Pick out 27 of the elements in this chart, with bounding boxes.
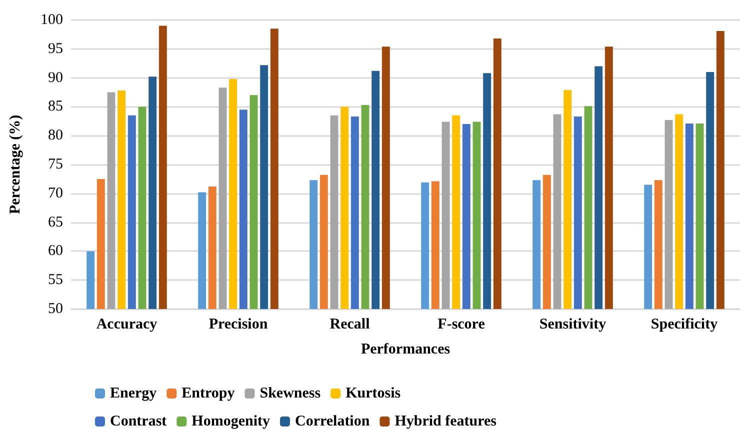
y-tick-label: 95 bbox=[48, 40, 63, 57]
y-tick-label: 55 bbox=[48, 272, 63, 288]
legend-label: Hybrid features bbox=[394, 414, 497, 430]
y-tick-label: 100 bbox=[40, 12, 63, 28]
y-axis-title: Percentage (%) bbox=[8, 114, 24, 214]
y-tick-label: 85 bbox=[48, 98, 63, 115]
legend-label: Contrast bbox=[110, 414, 167, 430]
y-tick-label: 60 bbox=[48, 243, 63, 260]
legend-label: Energy bbox=[110, 386, 158, 402]
x-tick-label: Accuracy bbox=[96, 316, 158, 332]
y-tick-label: 75 bbox=[48, 156, 63, 172]
legend-label: Homogenity bbox=[192, 414, 270, 430]
x-tick-label: F-score bbox=[438, 316, 486, 332]
legend-label: Correlation bbox=[294, 414, 370, 430]
x-tick-label: Precision bbox=[208, 316, 268, 332]
y-tick-label: 80 bbox=[48, 128, 63, 144]
x-tick-label: Recall bbox=[330, 316, 370, 332]
x-tick-label: Specificity bbox=[650, 316, 718, 332]
y-tick-label: 70 bbox=[48, 185, 63, 202]
y-tick-label: 50 bbox=[48, 301, 63, 317]
x-tick-label: Sensitivity bbox=[539, 316, 607, 332]
legend-label: Kurtosis bbox=[346, 386, 401, 402]
y-tick-label: 90 bbox=[48, 70, 63, 86]
x-axis-title: Performances bbox=[360, 342, 450, 358]
y-tick-label: 65 bbox=[48, 214, 63, 230]
legend-label: Skewness bbox=[260, 386, 321, 402]
legend-label: Entropy bbox=[182, 386, 236, 402]
